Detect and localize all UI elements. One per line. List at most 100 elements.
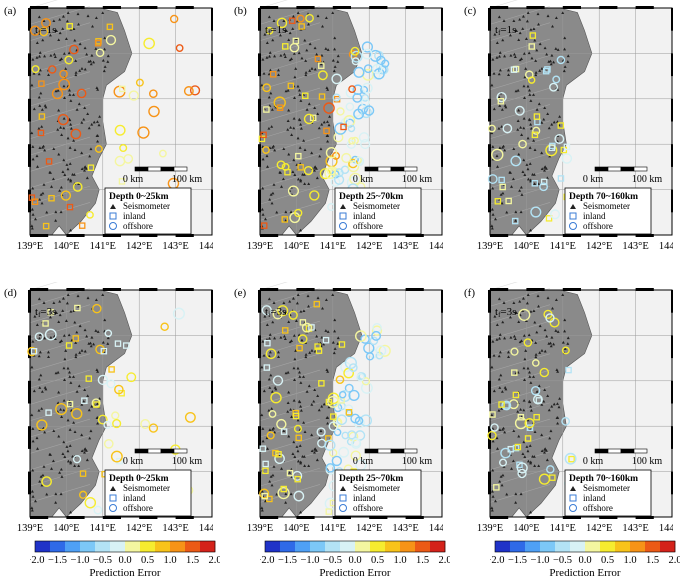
seismometer-mark [68,428,72,431]
offshore-marker [48,65,57,74]
seismometer-mark [558,115,562,118]
seismometer-mark [492,353,496,357]
frame-tick [488,8,491,31]
seismometer-mark [299,99,303,102]
frame-tick [30,234,49,237]
frame-tick [671,380,673,404]
frame-tick [405,234,424,237]
seismometer-mark [301,454,305,458]
seismometer-mark [94,16,98,20]
seismometer-mark [284,371,288,375]
seismometer-mark [80,151,84,155]
seismometer-mark [326,88,330,91]
offshore-marker [351,57,360,66]
inland-marker [45,409,52,416]
offshore-marker [172,307,185,320]
inland-marker [258,135,266,143]
seismometer-mark [73,464,77,467]
seismometer-mark [38,197,42,201]
seismometer-mark [265,56,269,59]
frame-tick [562,6,581,9]
seismometer-mark [68,162,72,165]
seismometer-mark [514,219,518,222]
frame-tick [332,6,351,9]
seismometer-mark [497,95,501,99]
colorbar-swatch [370,541,386,552]
inland-marker [280,485,287,493]
offshore-marker [189,85,201,96]
frame-tick [671,335,673,359]
frame-tick [599,6,618,9]
seismometer-mark [260,207,264,211]
frame-tick [260,288,279,291]
seismometer-mark [312,450,316,454]
seismometer-mark [326,416,330,419]
seismometer-mark [30,226,34,230]
frame-tick [211,290,213,313]
seismometer-mark [295,445,299,448]
lon-label-5: 144°E [659,523,673,534]
colorbar-frame [494,540,676,553]
inland-marker [314,55,322,63]
lon-label-4: 143°E [392,523,418,534]
time-subscript: f [38,29,41,37]
offshore-marker [361,377,371,386]
frame-tick [28,144,31,167]
map-frame [28,288,213,519]
offshore-marker [358,132,370,143]
colorbar-tick-3: −0.5 [553,555,572,566]
colorbar-1: −2.0−1.5−1.0−0.50.00.51.01.52.0Predictio… [260,540,450,579]
inland-marker [524,435,532,442]
seismometer-mark [312,168,316,172]
map-panel-d: (d) tf=3s 0 km 100 km Depth 0~25kmSeismom… [4,282,213,534]
colorbar-tick-6: 1.0 [623,555,636,566]
offshore-marker [350,438,362,449]
seismometer-mark [543,165,547,168]
lon-label-0: 139°E [17,241,43,252]
seismometer-mark [524,319,528,322]
seismometer-mark [267,297,271,301]
seismometer-mark [544,449,548,452]
seismometer-mark [540,349,544,352]
colorbar-tick-5: 0.5 [371,555,384,566]
frame-tick [296,516,315,519]
scale-zero-label: 0 km [353,174,374,185]
seismometer-mark [298,444,302,447]
seismometer-mark [496,447,500,450]
seismometer-mark [266,165,270,168]
relief-line [489,402,551,422]
offshore-marker [487,430,497,441]
scale-segment [147,166,162,172]
seismometer-mark [286,410,290,413]
seismometer-mark [32,71,36,75]
seismometer-mark [535,330,539,334]
relief-line [489,484,551,503]
frame-tick [211,426,213,449]
frame-tick [258,189,261,213]
seismometer-mark [505,210,509,214]
seismometer-mark [496,165,500,168]
seismometer-mark [562,69,566,73]
offshore-marker [272,375,284,386]
seismometer-mark [80,433,84,437]
seismometer-mark [286,370,290,374]
relief-line [259,435,321,454]
relief-line [489,71,551,91]
seismometer-mark [490,506,494,510]
seismometer-mark [89,147,93,151]
colorbar-tick-0: −2.0 [30,555,45,566]
offshore-marker [518,308,531,321]
relief-line [489,451,551,471]
offshore-marker [262,146,270,154]
seismometer-mark [533,182,537,185]
seismometer-mark [98,115,102,118]
scale-zero-label: 0 km [583,174,604,185]
seismometer-mark [535,390,539,393]
seismometer-mark [286,119,290,123]
inland-marker [259,445,267,452]
seismometer-mark [90,53,94,57]
frame-tick [258,426,261,449]
seismometer-mark [497,336,501,340]
scale-segment [620,166,635,172]
seismometer-mark [493,499,497,503]
